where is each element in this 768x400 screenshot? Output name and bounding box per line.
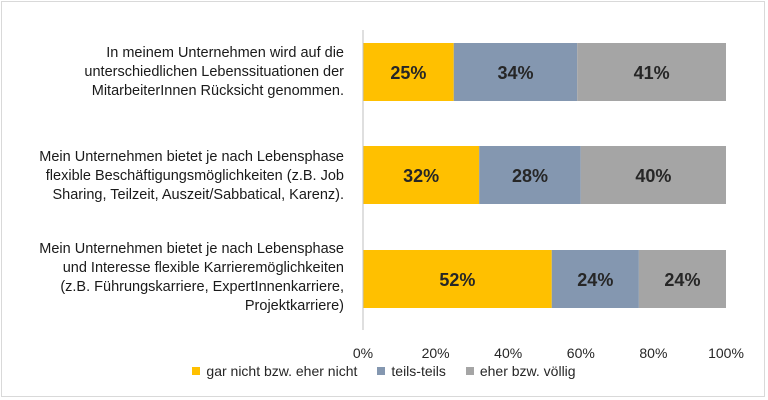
data-label-3-3: 24% (664, 270, 700, 290)
category-label-1: In meinem Unternehmen wird auf die unter… (84, 45, 344, 99)
bar-segment-2-2 (479, 146, 581, 204)
x-tick-label-1: 0% (353, 345, 373, 361)
data-label-3-2: 24% (577, 270, 613, 290)
bar-segment-3-2 (551, 250, 639, 308)
bar-segment-3-1 (363, 250, 552, 308)
legend-item-2: teils-teils (377, 360, 446, 382)
x-tick-label-2: 20% (422, 345, 450, 361)
category-label-3: Mein Unternehmen bietet je nach Lebensph… (39, 241, 344, 314)
legend-label-1: gar nicht bzw. eher nicht (206, 363, 358, 379)
data-label-1-3: 41% (634, 63, 670, 83)
x-tick-label-3: 40% (494, 345, 522, 361)
legend-item-3: eher bzw. völlig (465, 360, 576, 382)
bar-segment-1-2 (453, 43, 578, 101)
data-label-1-1: 25% (390, 63, 426, 83)
legend: gar nicht bzw. eher nicht teils-teils eh… (0, 360, 768, 382)
category-label-2: Mein Unternehmen bietet je nach Lebensph… (39, 149, 344, 203)
data-label-2-1: 32% (403, 166, 439, 186)
legend-item-1: gar nicht bzw. eher nicht (192, 360, 357, 382)
data-label-2-3: 40% (635, 166, 671, 186)
data-label-1-2: 34% (497, 63, 533, 83)
bar-segment-1-1 (363, 43, 454, 101)
x-tick-label-5: 80% (639, 345, 667, 361)
bar-segment-3-3 (638, 250, 726, 308)
x-tick-label-4: 60% (567, 345, 595, 361)
data-label-3-1: 52% (439, 270, 475, 290)
bar-segment-2-1 (363, 146, 480, 204)
legend-label-2: teils-teils (391, 363, 446, 379)
bar-segment-2-3 (580, 146, 726, 204)
bar-segment-1-3 (577, 43, 726, 101)
legend-label-3: eher bzw. völlig (479, 363, 576, 379)
legend-swatch-1 (192, 367, 201, 375)
legend-swatch-2 (377, 367, 386, 375)
data-label-2-2: 28% (512, 166, 548, 186)
legend-swatch-3 (465, 367, 474, 375)
x-tick-label-6: 100% (708, 345, 744, 361)
